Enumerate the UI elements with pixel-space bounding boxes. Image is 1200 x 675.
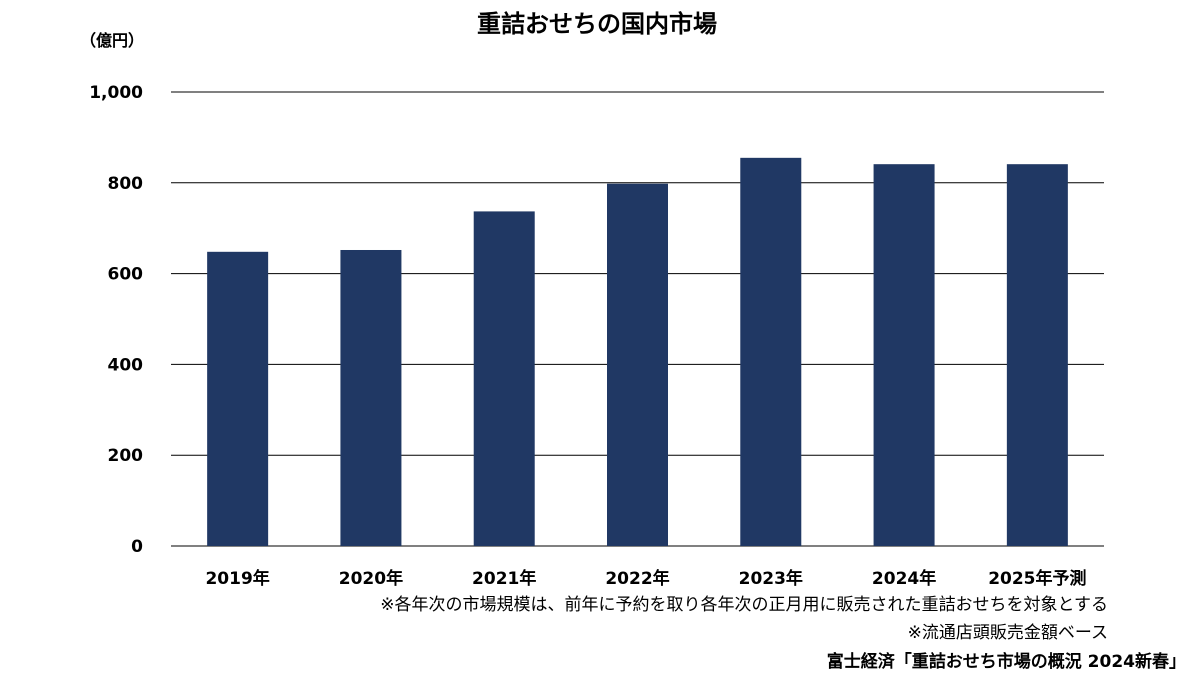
bar-3: [473, 211, 535, 547]
y-tick-label-200: 200: [108, 446, 144, 466]
y-unit-label: （億円）: [80, 31, 144, 50]
bar-5: [740, 157, 802, 546]
x-tick-label-1: 2019年: [205, 568, 269, 589]
x-tick-label-3: 2021年: [472, 568, 536, 589]
source-credit: 富士経済「重詰おせち市場の概況 2024新春」: [827, 651, 1186, 672]
x-axis-ticks: 2019年 2020年 2021年 2022年 2023年 2024年 2025年予測: [205, 568, 1086, 589]
y-tick-label-400: 400: [108, 355, 144, 375]
bar-4: [607, 183, 668, 546]
y-tick-label-600: 600: [108, 265, 144, 285]
bar-1: [207, 251, 269, 547]
x-tick-label-5: 2023年: [739, 568, 803, 589]
y-tick-label-0: 0: [131, 537, 143, 557]
x-tick-label-4: 2022年: [605, 568, 669, 589]
bar-2: [340, 249, 402, 546]
chart-title: 重詰おせちの国内市場: [477, 10, 717, 38]
x-tick-label-2: 2020年: [339, 568, 403, 589]
y-tick-label-1000: 1,000: [89, 83, 143, 103]
note-basis: ※流通店頭販売金額ベース: [908, 623, 1108, 643]
bar-6: [873, 164, 935, 546]
x-tick-label-7: 2025年予測: [988, 568, 1086, 589]
bars: [207, 157, 1068, 547]
y-axis-ticks: 0 200 400 600 800 1,000: [89, 83, 143, 557]
note-scope: ※各年次の市場規模は、前年に予約を取り各年次の正月用に販売された重詰おせちを対象…: [380, 595, 1108, 615]
bar-7: [1006, 164, 1068, 546]
x-tick-label-6: 2024年: [872, 568, 936, 589]
y-tick-label-800: 800: [108, 174, 144, 194]
